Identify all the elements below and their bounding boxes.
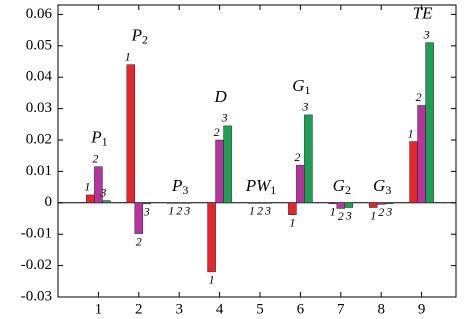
bar: [409, 141, 418, 204]
bar: [134, 202, 144, 234]
bar-label: 3: [423, 27, 430, 41]
y-tick-label: 0: [45, 194, 53, 210]
x-tick-label: 6: [297, 301, 305, 317]
bar-label: 2: [378, 205, 384, 219]
group-label: PW1: [245, 176, 277, 197]
group-label: P1: [90, 128, 107, 149]
group-label-sub: 1: [102, 134, 108, 148]
bar-label: 1: [125, 49, 131, 63]
bar-label: 2: [214, 125, 220, 139]
x-tick-label: 3: [175, 301, 183, 317]
bar-label: 1: [209, 273, 215, 287]
y-tick-label: -0.02: [21, 257, 52, 273]
bar: [86, 194, 95, 204]
bar-label: 3: [221, 111, 228, 125]
bar-label: 3: [345, 208, 352, 222]
bar: [215, 139, 224, 204]
group-label: TE: [413, 4, 433, 23]
bar: [102, 200, 111, 204]
group-label-sub: 1: [270, 183, 276, 197]
bar-label: 2: [416, 90, 422, 104]
group-label-main: G: [333, 176, 345, 195]
plot-frame: [57, 4, 457, 298]
group-label: P2: [131, 26, 148, 47]
bar: [344, 202, 354, 208]
bar: [425, 42, 434, 204]
bar-label: 2: [136, 234, 142, 248]
group-label-main: G: [373, 176, 385, 195]
bar-label: 3: [183, 204, 190, 218]
bar: [296, 164, 305, 204]
x-tick-label: 4: [216, 301, 224, 317]
group-label-main: G: [292, 76, 304, 95]
group-label-sub: 2: [345, 183, 351, 197]
bar: [207, 202, 216, 273]
group-label-main: P: [90, 128, 101, 147]
bar-label: 1: [289, 215, 295, 229]
group-label: D: [213, 87, 227, 106]
x-tick-label: 5: [256, 301, 264, 317]
bar: [94, 166, 103, 204]
group-label-sub: 1: [305, 83, 311, 97]
group-label-sub: 3: [385, 183, 391, 197]
y-tick-label: 0.01: [26, 163, 52, 179]
bar-label: 1: [249, 204, 255, 218]
bar-label: 3: [301, 100, 308, 114]
bar-label: 1: [330, 204, 336, 218]
y-tick-label: 0.02: [26, 131, 52, 147]
group-label-main: P: [171, 176, 182, 195]
bar: [263, 202, 273, 204]
x-tick-label: 8: [377, 301, 385, 317]
group-label: G1: [292, 76, 310, 97]
bar: [142, 202, 152, 204]
bar-label: 1: [84, 180, 90, 194]
group-label: G2: [333, 176, 351, 197]
group-label-sub: 2: [142, 32, 148, 46]
group-label-main: TE: [413, 4, 433, 23]
bar: [304, 114, 313, 204]
y-tick-label: 0.05: [26, 37, 52, 53]
group-label-sub: 3: [182, 183, 188, 197]
x-tick-label: 9: [418, 301, 426, 317]
y-tick-label: -0.01: [21, 226, 52, 242]
bar-label: 2: [92, 151, 98, 165]
bar: [384, 202, 394, 204]
bar-label: 1: [370, 208, 376, 222]
x-tick-label: 1: [95, 301, 103, 317]
y-tick-label: 0.04: [26, 69, 53, 85]
bar-label: 3: [264, 204, 271, 218]
bar: [368, 202, 378, 208]
bar: [336, 202, 346, 209]
bar-label: 2: [257, 204, 263, 218]
bar: [182, 202, 192, 204]
group-label-main: P: [131, 26, 142, 45]
bar-label: 3: [143, 204, 150, 218]
bar-label: 3: [385, 204, 392, 218]
bar: [288, 202, 297, 215]
group-label-main: PW: [245, 176, 272, 195]
group-label-main: D: [213, 87, 227, 106]
group-label: P3: [171, 176, 188, 197]
y-tick-label: 0.03: [26, 100, 52, 116]
bar-label: 2: [176, 204, 182, 218]
bar-label: 2: [338, 209, 344, 223]
bar-label: 1: [408, 126, 414, 140]
y-tick-label: -0.03: [21, 288, 52, 304]
bar-label: 3: [99, 185, 106, 199]
bar-label: 2: [294, 150, 300, 164]
x-tick-label: 2: [135, 301, 143, 317]
y-tick-label: 0.06: [26, 6, 53, 22]
bar-label: 1: [168, 204, 174, 218]
bar: [223, 125, 232, 204]
group-label: G3: [373, 176, 391, 197]
x-tick-label: 7: [337, 301, 345, 317]
bar: [126, 64, 136, 204]
bar: [417, 105, 426, 204]
